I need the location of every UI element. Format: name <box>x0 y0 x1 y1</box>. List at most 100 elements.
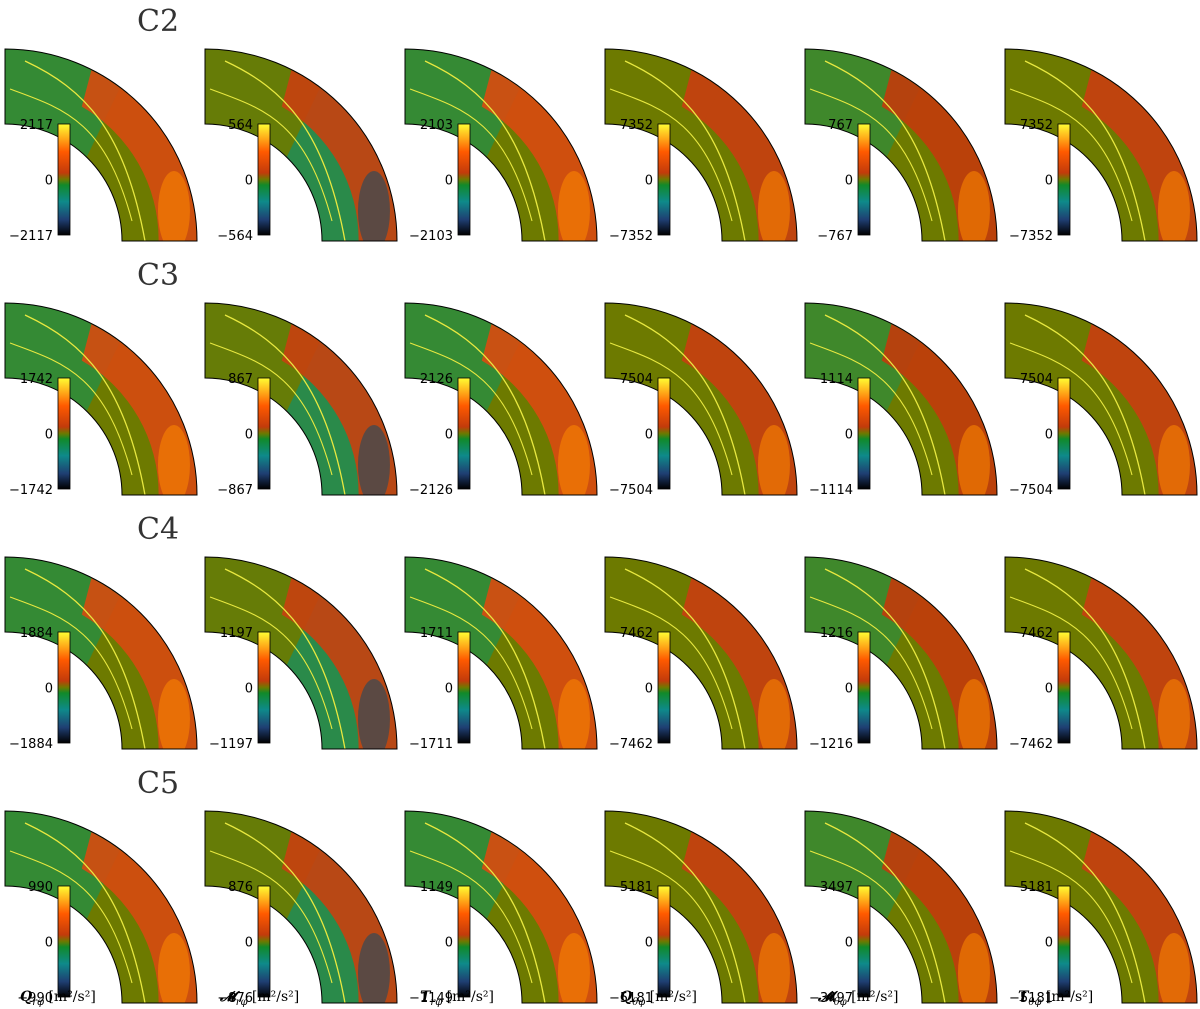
colorbar-tick-label: −1742 <box>9 483 53 498</box>
column-label-6: Tθφ [m²/s²] <box>1018 989 1093 1008</box>
colorbar-tick-label: 7352 <box>620 118 653 133</box>
colorbar-tick-label: −564 <box>217 229 253 244</box>
column-label-4: Qθφ [m²/s²] <box>620 989 697 1008</box>
colorbar-tick-label: −990 <box>17 991 53 1006</box>
colorbar-tick-label: 0 <box>845 428 853 443</box>
colorbar-tick-label: 876 <box>228 880 253 895</box>
colorbar-tick-label: 0 <box>445 428 453 443</box>
colorbar <box>257 377 271 490</box>
row-label: C2 <box>137 4 179 39</box>
column-label-5: 𝓜θφ [m²/s²] <box>817 989 899 1008</box>
colorbar-tick-label: 0 <box>845 174 853 189</box>
colorbar-tick-label: 7504 <box>1020 372 1053 387</box>
colorbar <box>1057 123 1071 236</box>
panel-c3-col4 <box>605 303 797 495</box>
column-label-3: Trφ [m²/s²] <box>420 989 494 1008</box>
panel-c2-col6 <box>1005 49 1197 241</box>
row-label: C4 <box>137 512 179 547</box>
colorbar-tick-label: 1742 <box>20 372 53 387</box>
colorbar <box>657 631 671 744</box>
row-label: C5 <box>137 766 179 801</box>
colorbar <box>257 123 271 236</box>
panel-c3-col1 <box>5 303 197 495</box>
colorbar-tick-label: 0 <box>645 936 653 951</box>
panel-c3-col6 <box>1005 303 1197 495</box>
colorbar-tick-label: −1711 <box>409 737 453 752</box>
colorbar-tick-label: −7462 <box>609 737 653 752</box>
colorbar-tick-label: 0 <box>45 428 53 443</box>
colorbar-tick-label: −876 <box>217 991 253 1006</box>
colorbar-tick-label: 5181 <box>1020 880 1053 895</box>
colorbar <box>57 123 71 236</box>
colorbar-tick-label: 0 <box>445 682 453 697</box>
colorbar-tick-label: −7462 <box>1009 737 1053 752</box>
colorbar-tick-label: −5181 <box>609 991 653 1006</box>
column-label-1: Qrφ [m²/s²] <box>20 989 96 1008</box>
colorbar-tick-label: −5181 <box>1009 991 1053 1006</box>
colorbar-tick-label: 767 <box>828 118 853 133</box>
colorbar <box>1057 631 1071 744</box>
colorbar-tick-label: 7462 <box>1020 626 1053 641</box>
panel-c2-col4 <box>605 49 797 241</box>
colorbar-tick-label: −7504 <box>609 483 653 498</box>
colorbar-tick-label: 1884 <box>20 626 53 641</box>
panel-c5-col1 <box>5 811 197 1003</box>
colorbar-tick-label: 867 <box>228 372 253 387</box>
colorbar-tick-label: 7462 <box>620 626 653 641</box>
colorbar <box>657 377 671 490</box>
colorbar-tick-label: −2103 <box>409 229 453 244</box>
colorbar-tick-label: 0 <box>845 682 853 697</box>
panel-c5-col4 <box>605 811 797 1003</box>
colorbar <box>57 885 71 998</box>
panel-c4-col6 <box>1005 557 1197 749</box>
colorbar-tick-label: −7504 <box>1009 483 1053 498</box>
colorbar-tick-label: −2126 <box>409 483 453 498</box>
colorbar <box>457 885 471 998</box>
colorbar-tick-label: −1114 <box>809 483 853 498</box>
panel-c4-col5 <box>805 557 997 749</box>
colorbar-tick-label: 0 <box>245 682 253 697</box>
row-label: C3 <box>137 258 179 293</box>
colorbar-tick-label: −1197 <box>209 737 253 752</box>
colorbar-tick-label: 0 <box>645 428 653 443</box>
colorbar-tick-label: 3497 <box>820 880 853 895</box>
colorbar-tick-label: 7352 <box>1020 118 1053 133</box>
colorbar-tick-label: −2117 <box>9 229 53 244</box>
colorbar-tick-label: 0 <box>245 936 253 951</box>
colorbar-tick-label: −7352 <box>1009 229 1053 244</box>
colorbar <box>57 377 71 490</box>
panel-c2-col3 <box>405 49 597 241</box>
colorbar-tick-label: −3497 <box>809 991 853 1006</box>
panel-c2-col5 <box>805 49 997 241</box>
panel-c3-col3 <box>405 303 597 495</box>
colorbar-tick-label: 1114 <box>820 372 853 387</box>
panel-c2-col2 <box>205 49 397 241</box>
colorbar-tick-label: 2103 <box>420 118 453 133</box>
colorbar <box>1057 377 1071 490</box>
colorbar <box>857 377 871 490</box>
colorbar <box>457 123 471 236</box>
colorbar-tick-label: 0 <box>45 174 53 189</box>
panel-c4-col1 <box>5 557 197 749</box>
colorbar-tick-label: 0 <box>1045 428 1053 443</box>
colorbar-tick-label: 0 <box>445 174 453 189</box>
colorbar <box>57 631 71 744</box>
colorbar-tick-label: 0 <box>245 174 253 189</box>
colorbar-tick-label: 1197 <box>220 626 253 641</box>
colorbar-tick-label: 1149 <box>420 880 453 895</box>
colorbar-tick-label: 0 <box>1045 174 1053 189</box>
colorbar-tick-label: −1884 <box>9 737 53 752</box>
colorbar-tick-label: 0 <box>45 936 53 951</box>
colorbar-tick-label: 7504 <box>620 372 653 387</box>
colorbar-tick-label: 1711 <box>420 626 453 641</box>
colorbar-tick-label: 0 <box>645 682 653 697</box>
colorbar-tick-label: 2126 <box>420 372 453 387</box>
colorbar-tick-label: 0 <box>1045 936 1053 951</box>
colorbar-tick-label: 2117 <box>20 118 53 133</box>
colorbar-tick-label: −1149 <box>409 991 453 1006</box>
column-label-2: 𝓜rφ [m²/s²] <box>219 989 299 1008</box>
panel-c3-col2 <box>205 303 397 495</box>
colorbar-tick-label: 5181 <box>620 880 653 895</box>
colorbar <box>857 631 871 744</box>
